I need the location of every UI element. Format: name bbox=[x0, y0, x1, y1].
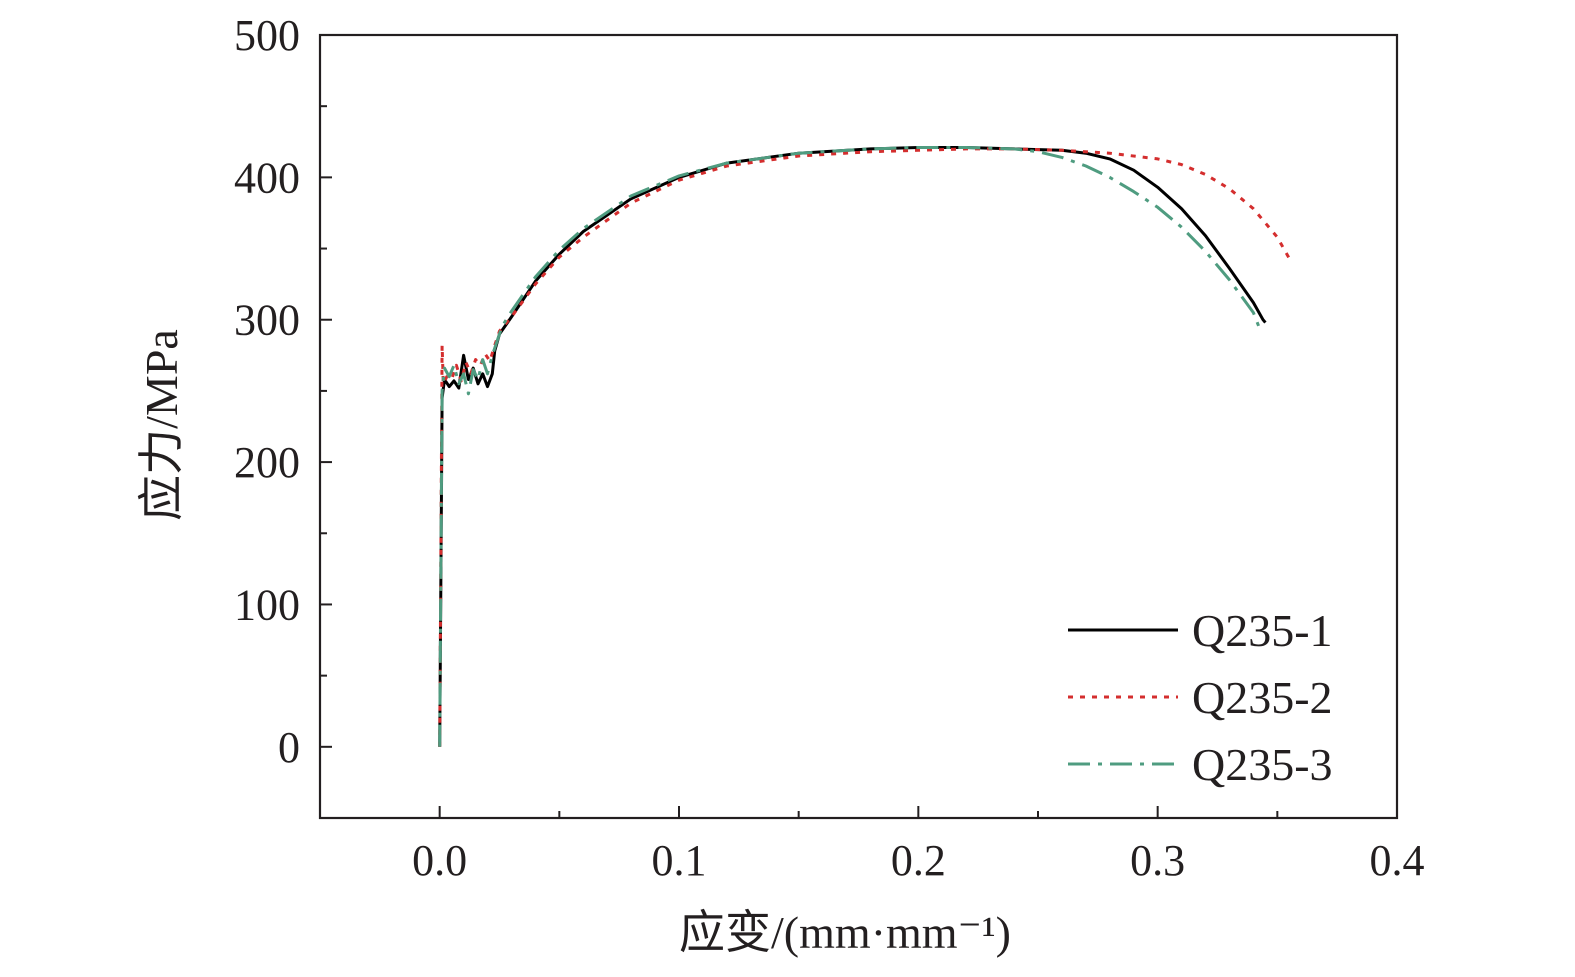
plot-lines bbox=[438, 146, 1291, 747]
y-tick-label: 300 bbox=[234, 296, 300, 345]
x-tick-label: 0.0 bbox=[412, 836, 467, 885]
y-tick-label: 400 bbox=[234, 153, 300, 202]
legend-label-q235-3: Q235-3 bbox=[1192, 739, 1333, 790]
tick-labels: 0.0 0.1 0.2 0.3 0.4 0 100 200 300 400 500 bbox=[234, 11, 1425, 885]
legend-label-q235-1: Q235-1 bbox=[1192, 605, 1333, 656]
y-axis-title: 应力/MPa bbox=[136, 329, 187, 521]
x-tick-label: 0.3 bbox=[1130, 836, 1185, 885]
legend: Q235-1 Q235-2 Q235-3 bbox=[1068, 605, 1333, 790]
x-tick-label: 0.2 bbox=[891, 836, 946, 885]
x-axis-title: 应变/(mm·mm⁻¹) bbox=[679, 907, 1011, 958]
legend-label-q235-2: Q235-2 bbox=[1192, 672, 1333, 723]
series-line-q235-3 bbox=[438, 146, 1262, 747]
axis-ticks bbox=[320, 34, 1398, 818]
series-line-q235-2 bbox=[438, 147, 1291, 747]
y-tick-label: 200 bbox=[234, 438, 300, 487]
y-tick-label: 0 bbox=[278, 723, 300, 772]
y-tick-label: 500 bbox=[234, 11, 300, 60]
x-tick-label: 0.4 bbox=[1370, 836, 1425, 885]
x-tick-label: 0.1 bbox=[652, 836, 707, 885]
series-line-q235-1 bbox=[438, 146, 1267, 747]
plot-frame bbox=[318, 33, 1399, 820]
y-tick-label: 100 bbox=[234, 580, 300, 629]
